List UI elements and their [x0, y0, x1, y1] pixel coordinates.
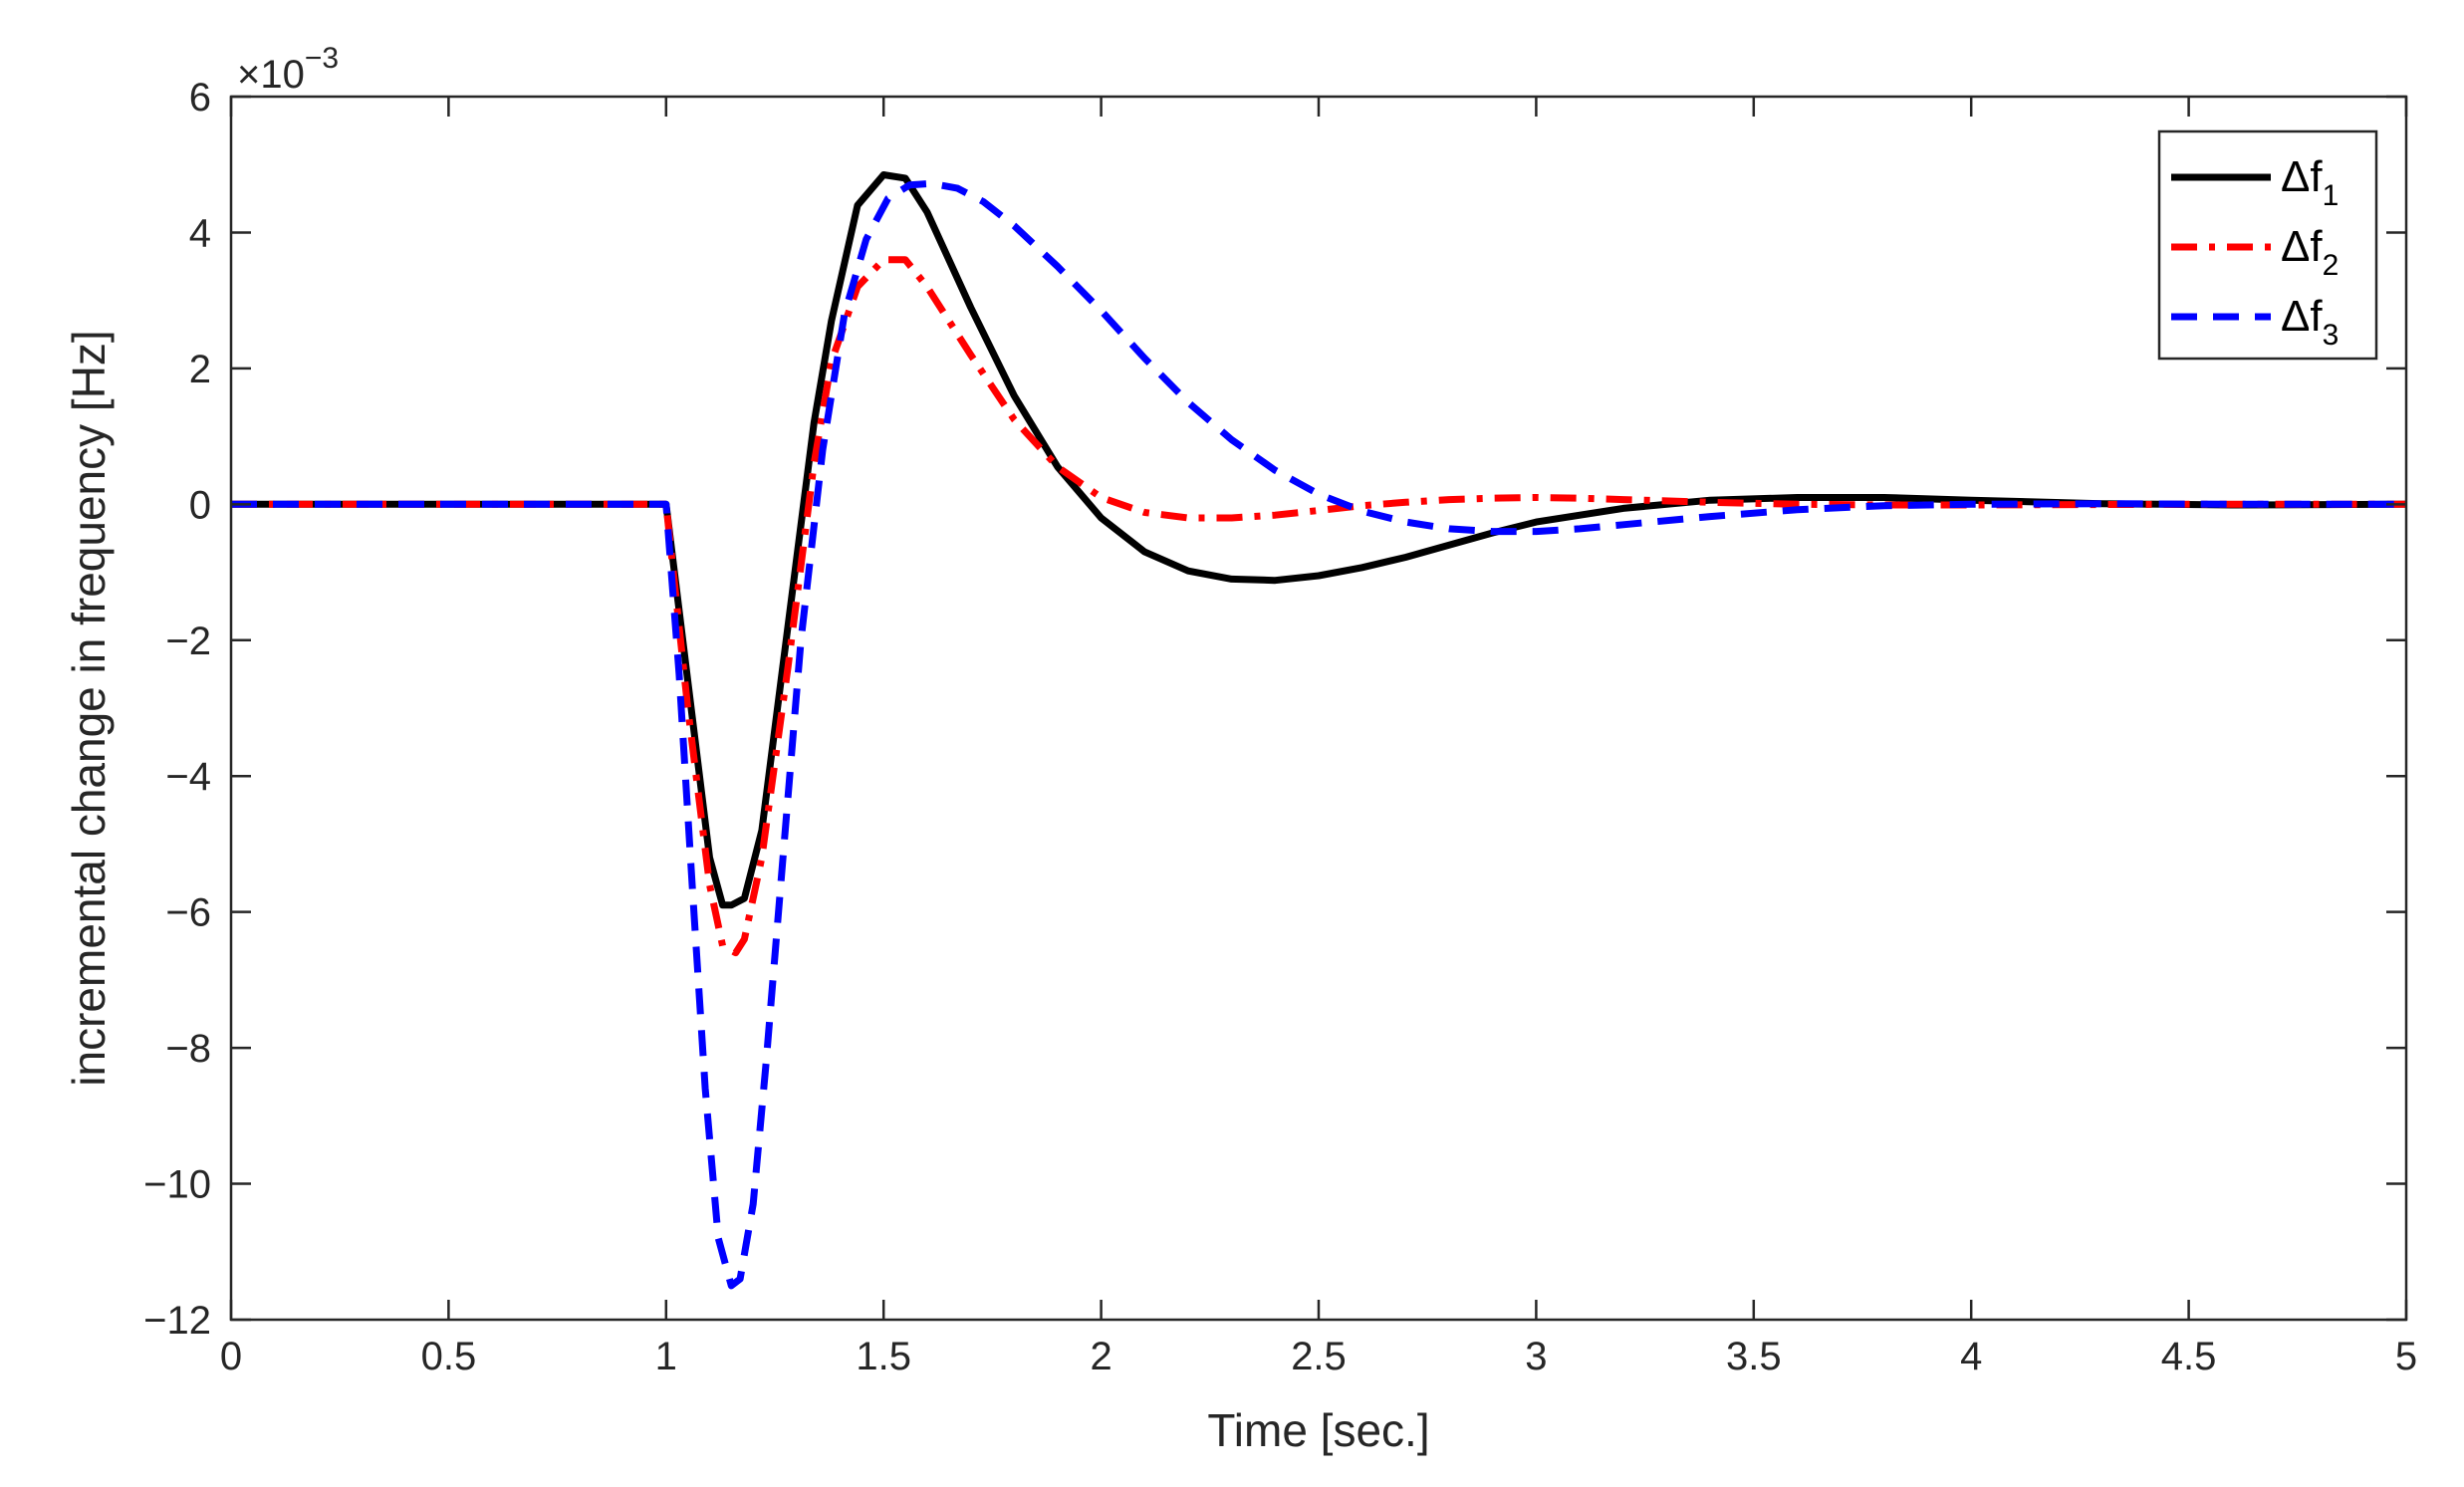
y-tick-label: −6 [165, 891, 211, 935]
x-tick-label: 0.5 [421, 1335, 477, 1378]
y-axis-label: incremental change in frequency [Hz] [63, 330, 115, 1086]
legend-label-1: Δf1 [2281, 152, 2339, 212]
x-tick-label: 0 [220, 1335, 242, 1378]
legend-label-subscript: 2 [2323, 249, 2340, 282]
x-tick-label: 2 [1090, 1335, 1111, 1378]
legend-label-name: Δf [2281, 292, 2323, 341]
x-tick-label: 3 [1525, 1335, 1547, 1378]
series-line-2 [231, 256, 2406, 957]
series-line-1 [231, 171, 2407, 909]
y-tick-label: 0 [189, 483, 211, 527]
x-axis-label: Time [sec.] [1207, 1404, 1429, 1456]
x-tick-label: 5 [2395, 1335, 2417, 1378]
y-tick-label: 4 [189, 211, 211, 255]
tick-layer: 0 0.5 1 1.5 2 2.5 3 3.5 4 4.5 5 6 4 2 0 −2 −4 −6 −8 −10 −12 [143, 76, 2417, 1378]
x-tick-label: 4.5 [2161, 1335, 2217, 1378]
legend-label-2: Δf2 [2281, 222, 2339, 282]
y-tick-label: −8 [165, 1027, 211, 1071]
legend-label-name: Δf [2281, 222, 2323, 271]
y-tick-label: 6 [189, 76, 211, 120]
legend-label-subscript: 1 [2323, 179, 2340, 212]
plot-background [231, 97, 2406, 1320]
y-exponent-label: ×10−3 [237, 42, 339, 97]
x-tick-label: 3.5 [1726, 1335, 1782, 1378]
y-exponent-power: −3 [305, 42, 339, 75]
x-tick-label: 1.5 [856, 1335, 911, 1378]
x-tick-label: 1 [655, 1335, 677, 1378]
y-tick-label: 2 [189, 348, 211, 391]
legend-label-3: Δf3 [2281, 292, 2339, 352]
y-tick-label: −12 [143, 1299, 211, 1343]
y-tick-label: −4 [165, 755, 211, 799]
legend-label-subscript: 3 [2323, 319, 2340, 352]
legend-label-name: Δf [2281, 152, 2323, 201]
y-tick-label: −2 [165, 620, 211, 663]
series-layer [231, 171, 2407, 1290]
x-tick-label: 4 [1960, 1335, 1982, 1378]
series-line-3 [231, 179, 2406, 1290]
y-tick-label: −10 [143, 1163, 211, 1207]
x-tick-label: 2.5 [1291, 1335, 1347, 1378]
